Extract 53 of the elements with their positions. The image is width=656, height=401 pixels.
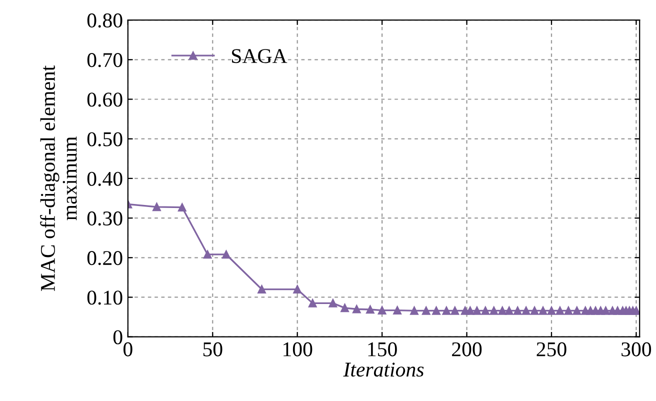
point: [572, 306, 582, 315]
point: [504, 306, 514, 315]
point: [513, 306, 522, 315]
point: [203, 250, 212, 259]
x-tick-label: 300: [622, 342, 652, 356]
y-axis-title: MAC off-diagonal element maximum: [40, 65, 77, 292]
point: [222, 250, 230, 259]
x-tick-label: 200: [452, 342, 482, 356]
point: [432, 306, 440, 315]
point: [293, 285, 302, 294]
point: [178, 203, 186, 212]
point: [378, 306, 386, 314]
point: [366, 305, 374, 314]
point: [632, 306, 640, 315]
x-axis-title: Iterations: [343, 362, 424, 377]
y-tick-label: 0.40: [87, 172, 122, 186]
point: [498, 306, 507, 315]
x-tick-label: 100: [284, 342, 312, 356]
y-tick-label: 0.10: [87, 290, 122, 305]
point: [442, 306, 451, 315]
y-tick-label: 0.30: [87, 211, 122, 226]
point: [393, 306, 402, 314]
point: [466, 306, 474, 315]
y-tick-label: 0: [113, 330, 122, 344]
legend-label: SAGA: [232, 49, 288, 64]
point: [538, 306, 548, 315]
y-tick-label: 0.20: [87, 251, 122, 266]
x-tick-label: 50: [203, 342, 222, 356]
point: [522, 306, 530, 315]
point: [564, 306, 573, 315]
point: [410, 306, 418, 315]
point: [328, 299, 338, 308]
y-tick-label: 0.60: [87, 92, 122, 107]
y-tick-label: 0.50: [87, 132, 122, 146]
x-tick-label: 150: [368, 342, 397, 356]
point: [556, 306, 564, 315]
point: [258, 285, 266, 294]
point: [602, 306, 610, 315]
point: [547, 306, 556, 315]
point: [450, 306, 460, 315]
x-tick-label: 0: [124, 342, 132, 356]
point: [530, 306, 539, 315]
y-tick-label: 0.70: [87, 53, 122, 68]
point: [340, 304, 349, 312]
point: [472, 306, 482, 315]
point: [152, 202, 161, 212]
x-tick-label: 250: [536, 342, 566, 356]
y-tick-label: 0.80: [87, 13, 122, 28]
point: [490, 306, 498, 315]
point: [422, 306, 430, 315]
point: [481, 306, 490, 315]
point: [352, 304, 361, 314]
point: [308, 299, 317, 308]
